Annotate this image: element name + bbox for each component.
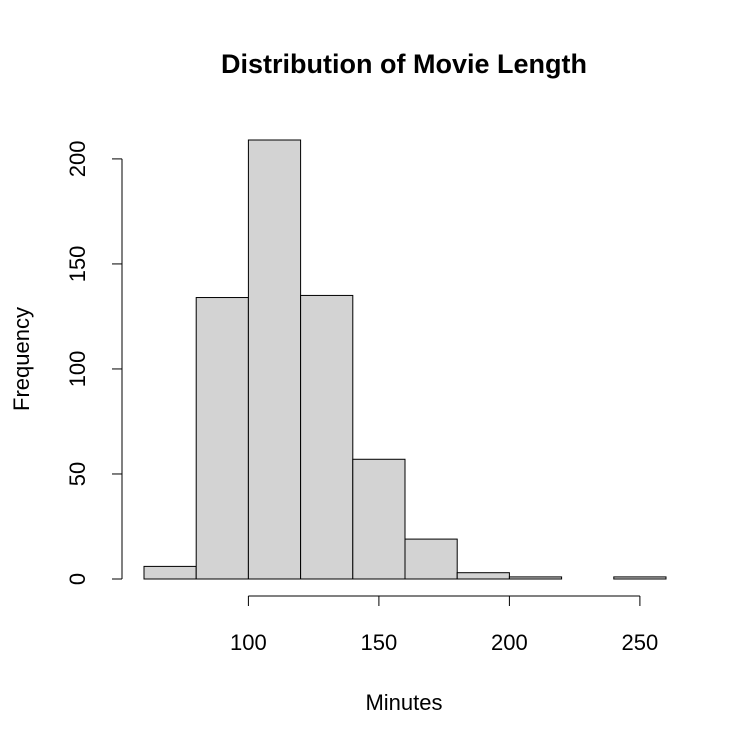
x-tick-label-100: 100 bbox=[230, 630, 267, 655]
histogram-bar-6 bbox=[456, 572, 510, 580]
y-tick-label-150: 150 bbox=[65, 246, 90, 283]
histogram-bar-2 bbox=[247, 139, 302, 580]
histogram-bar-4 bbox=[352, 458, 406, 580]
histogram-bar-9 bbox=[613, 576, 667, 580]
y-axis: 0 50 100 150 200 bbox=[65, 141, 123, 585]
y-tick-label-50: 50 bbox=[65, 462, 90, 486]
y-tick-label-0: 0 bbox=[65, 573, 90, 585]
y-tick-label-100: 100 bbox=[65, 351, 90, 388]
x-tick-label-150: 150 bbox=[361, 630, 398, 655]
histogram-bar-0 bbox=[143, 565, 197, 580]
histogram-bar-1 bbox=[195, 297, 249, 580]
histogram-bar-3 bbox=[300, 294, 354, 580]
x-tick-label-250: 250 bbox=[622, 630, 659, 655]
histogram-bar-5 bbox=[404, 538, 458, 580]
x-axis: 100 150 200 250 bbox=[230, 595, 659, 655]
bars-group bbox=[143, 139, 667, 580]
histogram-bar-7 bbox=[508, 576, 563, 580]
y-tick-label-200: 200 bbox=[65, 141, 90, 178]
x-axis-label: Minutes bbox=[365, 690, 442, 715]
y-axis-label: Frequency bbox=[9, 307, 34, 411]
chart-title: Distribution of Movie Length bbox=[221, 49, 587, 79]
x-tick-label-200: 200 bbox=[491, 630, 528, 655]
